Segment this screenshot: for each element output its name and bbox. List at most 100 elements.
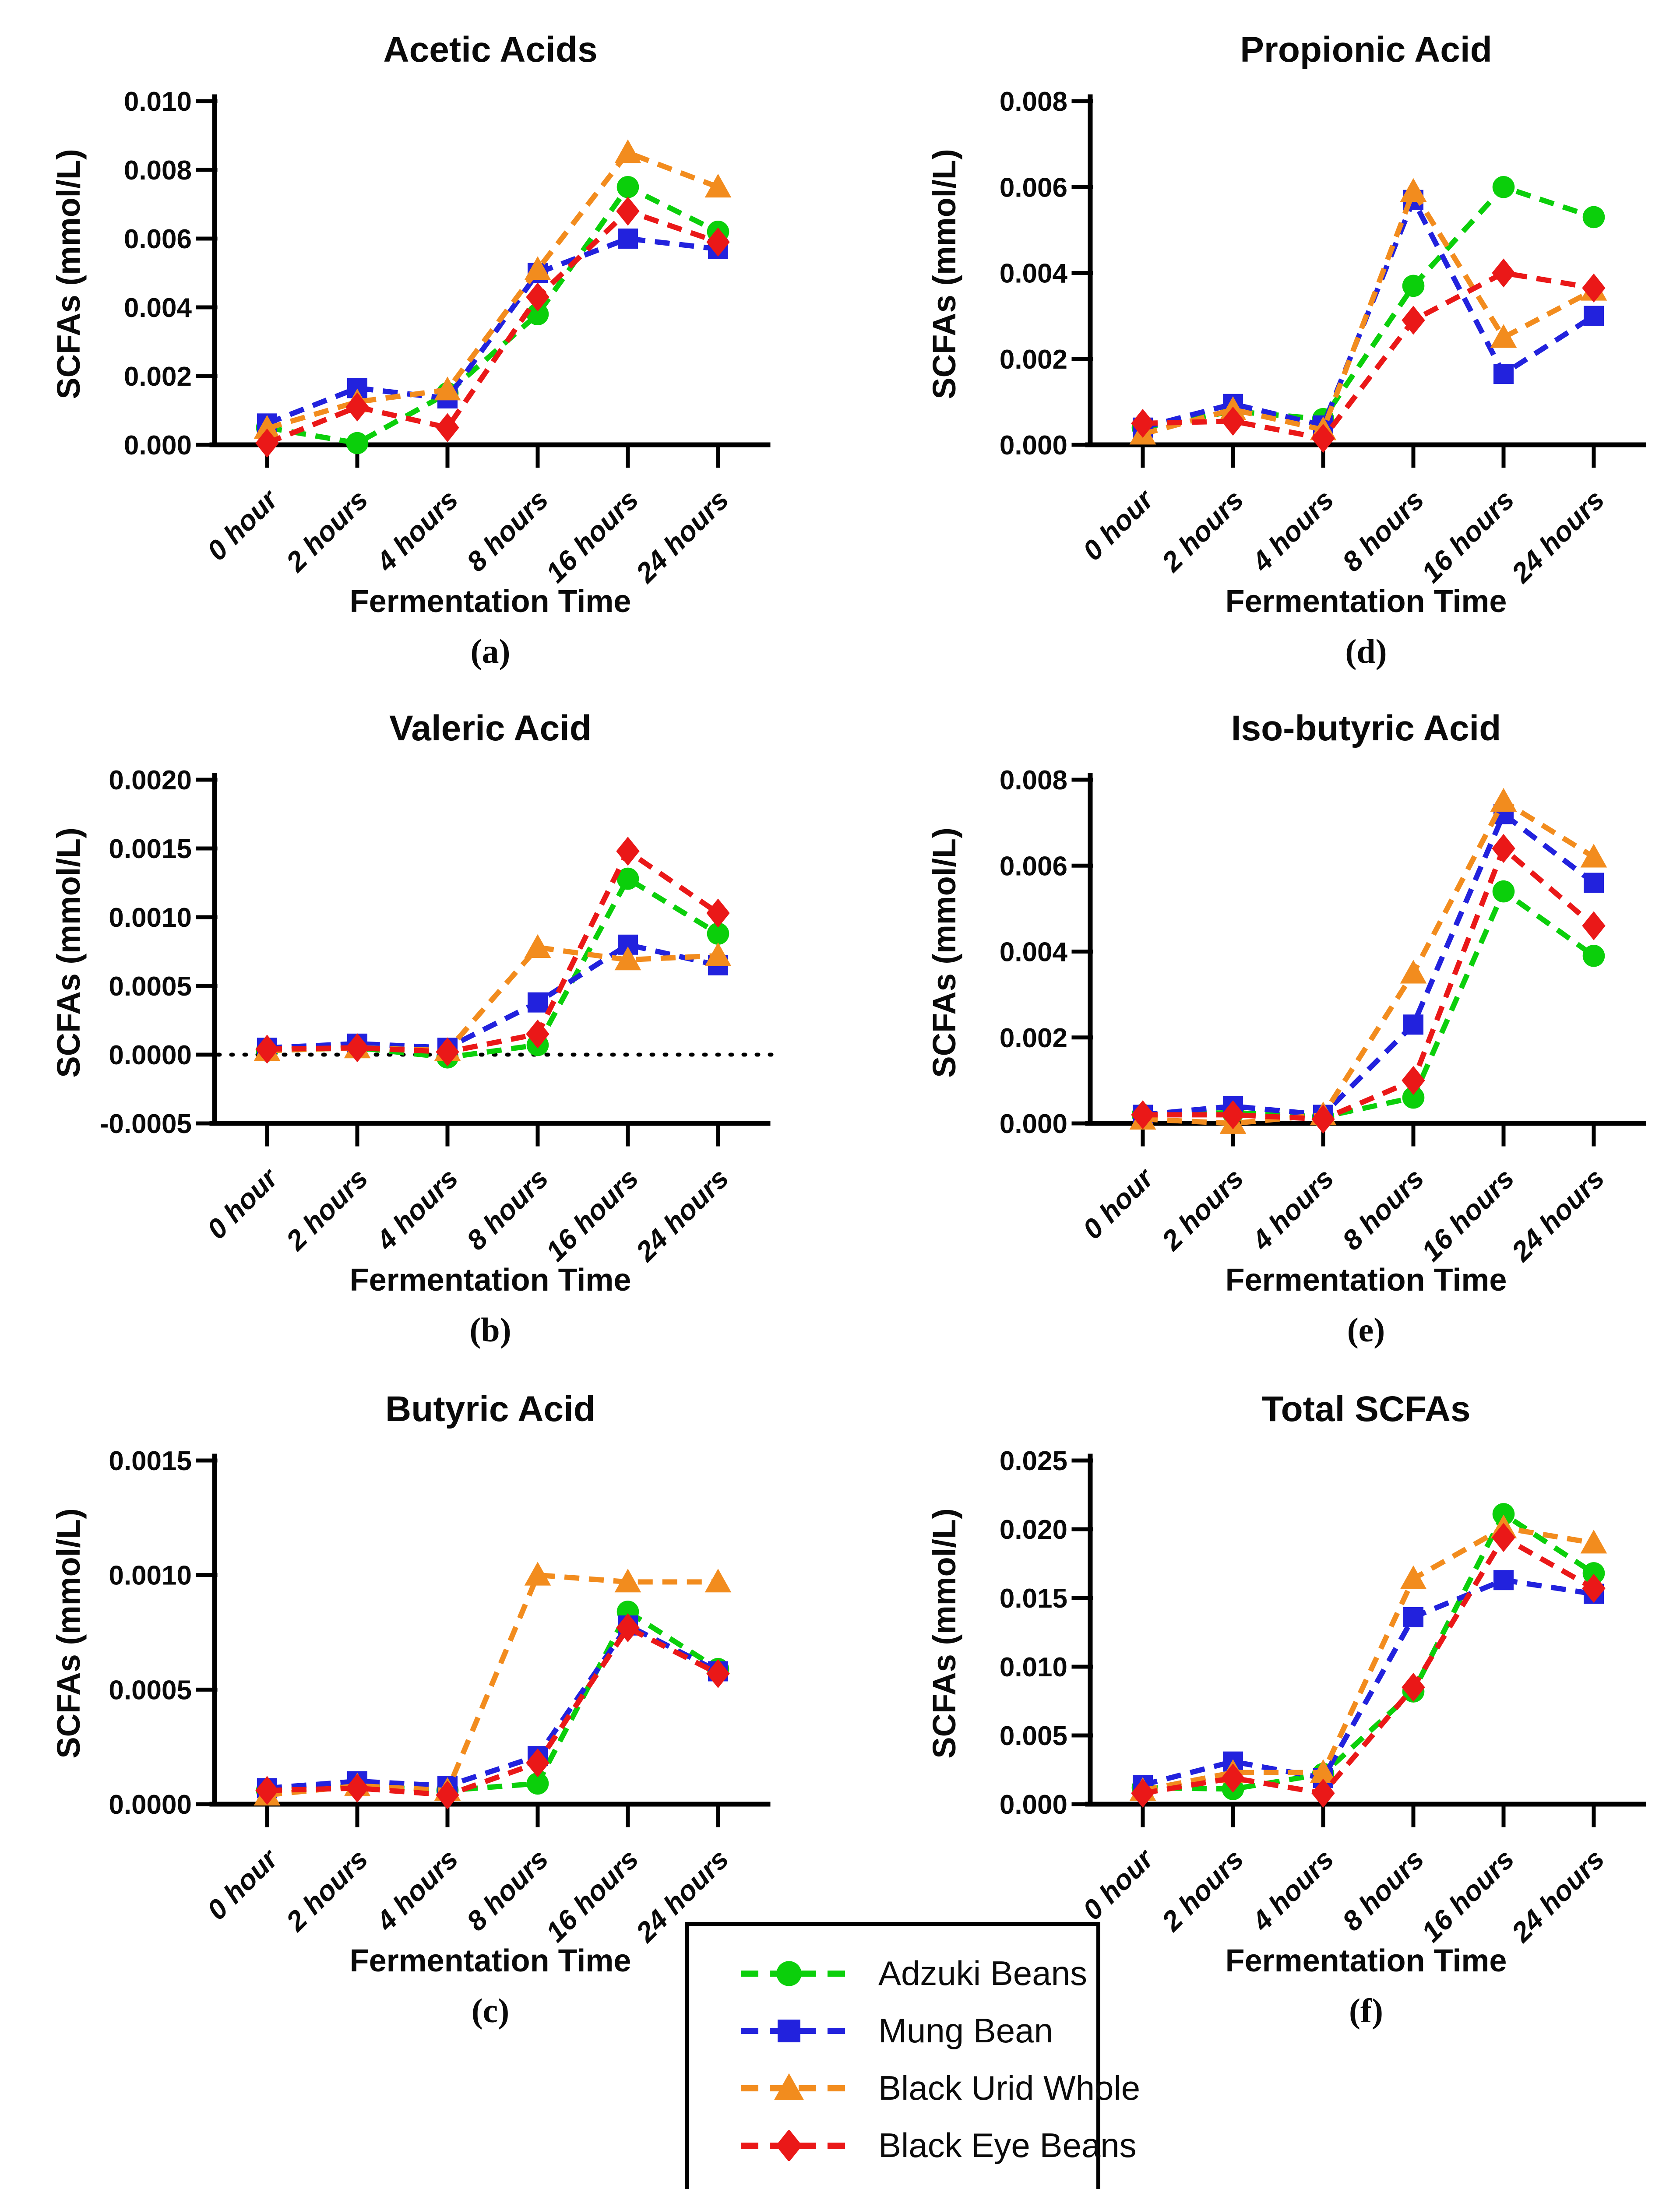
y-tick-label: 0.015 (1000, 1584, 1067, 1614)
chart-title: Valeric Acid (389, 708, 592, 748)
data-point-diamond (526, 1748, 549, 1777)
x-tick-label: 24 hours (1505, 484, 1610, 589)
data-point-diamond (616, 837, 640, 866)
x-tick-label: 4 hours (1245, 1162, 1340, 1257)
legend-item: Mung Bean (737, 2011, 1096, 2051)
data-point-triangle (1400, 1565, 1427, 1589)
chart-panel-butyric-acid: Butyric Acid 0.0000 0.0005 0.0010 0.0015 0 ho… (44, 1371, 797, 2036)
x-tick-label: 2 hours (1155, 1162, 1250, 1256)
series-line-circle (1142, 184, 1595, 430)
y-axis-label: SCFAs (mmol/L) (50, 1508, 87, 1758)
chart-title: Acetic Acids (383, 30, 597, 70)
data-point-diamond (706, 1659, 730, 1688)
data-point-diamond (616, 1613, 640, 1643)
x-tick-label: 2 hours (1155, 484, 1250, 578)
x-tick-label: 24 hours (1505, 1162, 1610, 1267)
series-line-circle (267, 1609, 720, 1793)
chart-panel-propionic-acid: Propionic Acid 0.000 0.002 0.004 0.006 0.008 0… (919, 11, 1673, 677)
data-point-circle (1402, 1086, 1425, 1109)
y-axis-label: SCFAs (mmol/L) (50, 827, 87, 1077)
data-point-diamond (1402, 1066, 1425, 1095)
y-tick-label: 0.0010 (109, 903, 192, 933)
chart-svg-d: Propionic Acid 0.000 0.002 0.004 0.006 0.008 0… (926, 30, 1646, 670)
data-point-diamond (526, 282, 549, 312)
x-tick-label: 0 hour (1077, 1842, 1160, 1926)
legend-item-label: Black Urid Whole (878, 2069, 1141, 2107)
data-point-square (1403, 1607, 1423, 1627)
x-tick-label: 16 hours (1415, 1162, 1520, 1267)
chart-panel-valeric-acid: Valeric Acid -0.0005 0.0000 0.0005 0.0010 0.0… (44, 690, 797, 1355)
data-point-triangle (254, 415, 281, 439)
data-point-square (1584, 873, 1604, 893)
y-tick-label: 0.000 (124, 430, 192, 461)
data-point-diamond (1582, 911, 1606, 940)
y-tick-label: 0.000 (1000, 430, 1067, 461)
data-point-circle (1492, 176, 1515, 198)
x-tick-label: 16 hours (1415, 1843, 1520, 1948)
legend-item: Black Urid Whole (737, 2068, 1140, 2108)
data-point-triangle (524, 934, 551, 958)
data-point-circle (707, 922, 729, 945)
data-point-diamond (616, 197, 640, 226)
data-point-diamond (1311, 1778, 1335, 1808)
legend: Adzuki Beans Mung Bean Black Urid Whole Bla… (685, 1922, 1140, 2189)
data-point-diamond (345, 1774, 369, 1803)
y-tick-label: 0.0015 (109, 1446, 192, 1476)
x-tick-label: 0 hour (201, 1161, 285, 1245)
x-tick-label: 16 hours (539, 1162, 645, 1267)
data-point-circle (1582, 1562, 1605, 1584)
panel-letter: (a) (471, 632, 511, 670)
legend-marker-diamond (775, 2130, 803, 2161)
chart-title: Butyric Acid (385, 1389, 595, 1429)
x-tick-label: 2 hours (280, 484, 374, 578)
x-tick-label: 4 hours (1245, 484, 1340, 578)
x-tick-label: 24 hours (630, 484, 735, 589)
data-point-triangle (614, 1569, 641, 1593)
data-point-diamond (1311, 424, 1335, 453)
y-axis-label: SCFAs (mmol/L) (926, 149, 962, 399)
series-line-diamond (1142, 1534, 1595, 1796)
series-line-diamond (1143, 846, 1595, 1122)
series-line-diamond (267, 848, 720, 1055)
data-point-diamond (1492, 1523, 1515, 1552)
data-point-diamond (436, 1780, 459, 1810)
legend-marker-triangle (774, 2073, 804, 2100)
data-point-triangle (1310, 1759, 1337, 1783)
panel-letter: (e) (1347, 1311, 1385, 1349)
data-point-square (528, 992, 548, 1013)
chart-panel-iso-butyric-acid: Iso-butyric Acid 0.000 0.002 0.004 0.006 0.00… (919, 690, 1673, 1355)
legend-item-label: Black Eye Beans (878, 2126, 1137, 2164)
y-tick-label: 0.008 (1000, 87, 1067, 117)
y-tick-label: 0.006 (1000, 172, 1067, 203)
x-tick-label: 8 hours (1336, 484, 1430, 577)
series-line-circle (266, 184, 719, 446)
y-tick-label: 0.008 (124, 155, 192, 186)
y-tick-label: 0.000 (1000, 1109, 1067, 1139)
y-tick-label: 0.025 (1000, 1446, 1067, 1476)
x-axis-label: Fermentation Time (1226, 584, 1507, 619)
data-point-circle (1402, 275, 1425, 297)
data-point-circle (346, 432, 369, 454)
chart-panel-acetic-acids: Acetic Acids 0.000 0.002 0.004 0.006 0.008 0.0… (44, 11, 797, 677)
y-tick-label: 0.008 (1000, 765, 1067, 795)
y-tick-label: 0.005 (1000, 1721, 1067, 1751)
series-line-triangle (1142, 189, 1595, 437)
y-tick-label: -0.0005 (100, 1109, 192, 1139)
data-point-diamond (255, 1035, 279, 1064)
data-point-triangle (1490, 788, 1517, 812)
chart-title: Iso-butyric Acid (1231, 708, 1501, 748)
axes (1071, 1453, 1646, 1827)
x-axis-label: Fermentation Time (1226, 1943, 1507, 1978)
y-tick-label: 0.010 (1000, 1652, 1067, 1682)
panel-letter: (b) (469, 1311, 511, 1349)
data-point-triangle (1580, 844, 1607, 868)
axes (196, 1453, 771, 1827)
x-tick-label: 8 hours (1336, 1162, 1430, 1256)
data-point-diamond (1402, 1672, 1425, 1702)
legend-item: Black Eye Beans (737, 2126, 1137, 2165)
legend-swatch-square-icon (741, 2019, 847, 2042)
x-axis-label: Fermentation Time (350, 584, 631, 619)
data-point-square (1403, 1014, 1423, 1035)
chart-svg-b: Valeric Acid -0.0005 0.0000 0.0005 0.0010 0.0… (50, 708, 782, 1349)
